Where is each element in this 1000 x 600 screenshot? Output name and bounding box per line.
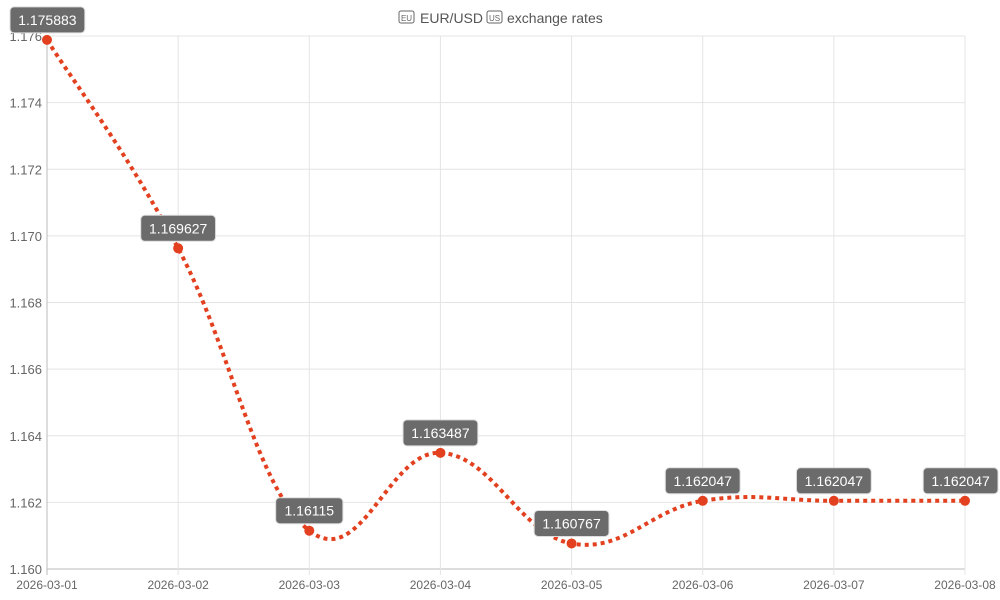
- data-label-box: [664, 467, 741, 495]
- data-point[interactable]: [435, 447, 446, 458]
- data-label-box: [275, 497, 344, 525]
- data-label-box: [402, 419, 479, 447]
- data-point[interactable]: [960, 495, 970, 506]
- y-tick-label: 1.170: [9, 229, 42, 244]
- x-tick-label: 2026-03-07: [803, 578, 865, 592]
- y-tick-label: 1.162: [9, 495, 42, 510]
- x-tick-label: 2026-03-05: [541, 578, 603, 592]
- data-label: 1.163487: [411, 425, 470, 441]
- title-suffix: exchange rates: [507, 10, 603, 26]
- us-flag-icon: [486, 10, 503, 24]
- data-label-box: [9, 6, 86, 34]
- x-tick-label: 2026-03-01: [16, 578, 78, 592]
- y-tick-label: 1.172: [9, 162, 42, 177]
- eu-flag-text: EU: [401, 14, 412, 23]
- x-tick-label: 2026-03-04: [410, 578, 472, 592]
- data-label: 1.160767: [542, 515, 601, 531]
- y-tick-label: 1.160: [9, 562, 42, 577]
- x-tick-label: 2026-03-03: [279, 578, 341, 592]
- data-label: 1.162047: [805, 473, 864, 489]
- title-pair: EUR/USD: [420, 10, 483, 26]
- data-label-box: [533, 509, 610, 537]
- data-point[interactable]: [828, 495, 839, 506]
- data-point[interactable]: [42, 34, 52, 45]
- us-flag-text: US: [489, 14, 500, 23]
- y-tick-label: 1.166: [9, 362, 42, 377]
- data-label-box: [140, 214, 217, 242]
- data-label-box: [795, 467, 872, 495]
- x-tick-label: 2026-03-02: [147, 578, 209, 592]
- eu-flag-icon: [398, 10, 415, 24]
- data-label: 1.169627: [149, 220, 208, 236]
- y-tick-label: 1.164: [9, 429, 42, 444]
- chart-title: EU EUR/USD US exchange rates: [398, 10, 603, 26]
- y-tick-label: 1.174: [9, 96, 42, 111]
- x-tick-label: 2026-03-08: [934, 578, 996, 592]
- data-label-box: [922, 467, 999, 495]
- data-label: 1.16115: [284, 503, 334, 519]
- data-label: 1.175883: [18, 12, 77, 28]
- y-tick-label: 1.168: [9, 296, 42, 311]
- data-point[interactable]: [566, 538, 577, 549]
- data-point[interactable]: [304, 525, 315, 536]
- x-tick-label: 2026-03-06: [672, 578, 734, 592]
- data-point[interactable]: [173, 243, 184, 254]
- data-point[interactable]: [697, 495, 708, 506]
- data-label: 1.162047: [674, 473, 733, 489]
- data-label: 1.162047: [931, 473, 990, 489]
